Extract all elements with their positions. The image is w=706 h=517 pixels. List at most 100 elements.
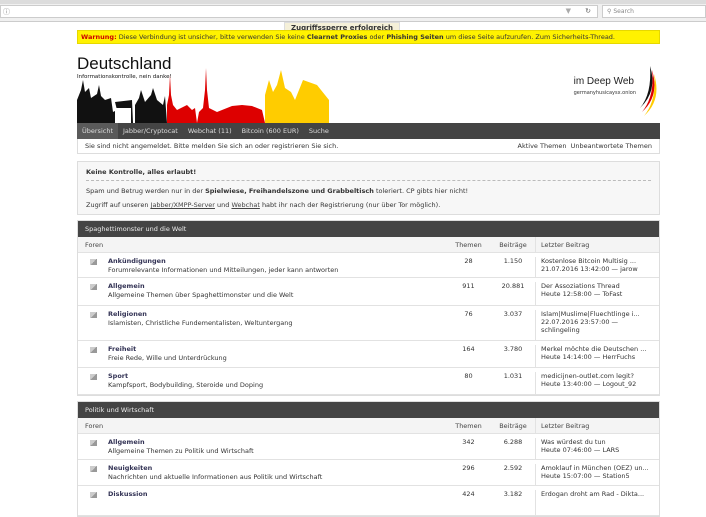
last-post-meta: 21.07.2016 13:42:00 — jarow <box>541 265 638 273</box>
nav-overview[interactable]: Übersicht <box>77 123 118 139</box>
col-topics: Themen <box>455 241 482 249</box>
forum-row: Freiheit Freie Rede, Wille und Unterdrüc… <box>78 341 659 368</box>
post-count: 6.288 <box>491 438 536 459</box>
last-post-link[interactable]: Was würdest du tun <box>541 438 606 446</box>
nav-webchat[interactable]: Webchat (11) <box>187 127 232 135</box>
skyline-white <box>115 108 131 123</box>
post-count: 3.780 <box>491 345 536 367</box>
info-paragraph: Spam und Betrug werden nur in der Spielw… <box>86 187 651 195</box>
forum-read-icon <box>78 310 108 340</box>
column-header: Foren Themen Beiträge Letzter Beitrag <box>78 418 659 434</box>
main-nav: Übersicht Jabber/Cryptocat Webchat (11) … <box>77 123 660 139</box>
warning-text: Diese Verbindung ist unsicher, bitte ver… <box>116 33 307 41</box>
forum-section: Spaghettimonster und die Welt Foren Them… <box>77 220 660 396</box>
column-header: Foren Themen Beiträge Letzter Beitrag <box>78 237 659 253</box>
text: und <box>214 201 232 209</box>
forum-name-link[interactable]: Religionen <box>108 310 147 318</box>
topic-count: 80 <box>464 372 473 380</box>
col-forums: Foren <box>85 422 104 430</box>
post-count: 2.592 <box>491 464 536 485</box>
last-post-link[interactable]: medicijnen-outlet.com legit? <box>541 372 634 380</box>
login-notice[interactable]: Sie sind nicht angemeldet. Bitte melden … <box>85 142 339 150</box>
forum-description: Allgemeine Themen über Spaghettimonster … <box>108 291 294 299</box>
forum-name-link[interactable]: Diskussion <box>108 490 148 498</box>
section-header[interactable]: Politik und Wirtschaft <box>78 402 659 418</box>
topic-count: 164 <box>462 345 475 353</box>
active-topics-link[interactable]: Aktive Themen <box>517 142 567 150</box>
onion-address: germanyhusicaysx.onion <box>573 90 636 96</box>
jabber-link[interactable]: Jabber/XMPP-Server <box>150 201 215 209</box>
last-post-link[interactable]: Merkel möchte die Deutschen ... <box>541 345 647 353</box>
site-subtitle: Informationskontrolle, nein danke! <box>77 74 172 80</box>
forum-row: Diskussion 424 3.182 Erdogan droht am Ra… <box>78 486 659 516</box>
forum-description: Forumrelevante Informationen und Mitteil… <box>108 266 339 274</box>
skyline-logo <box>77 68 329 123</box>
nav-bitcoin[interactable]: Bitcoin (600 EUR) <box>241 127 299 135</box>
forum-row: Allgemein Allgemeine Themen zu Politik u… <box>78 434 659 460</box>
last-post-meta: Heute 14:14:00 — HerrFuchs <box>541 353 636 361</box>
info-title: Keine Kontrolle, alles erlaubt! <box>86 168 651 181</box>
deep-web-label: im Deep Web <box>573 76 634 87</box>
col-posts: Beiträge <box>491 237 536 252</box>
flag-swoosh-icon <box>640 66 657 116</box>
post-count: 1.150 <box>491 257 536 277</box>
last-post-user[interactable]: schlingeling <box>541 326 580 334</box>
last-post-link[interactable]: Erdogan droht am Rad - Dikta... <box>541 490 645 498</box>
topic-count: 28 <box>464 257 473 265</box>
reload-icon[interactable]: ↻ <box>585 7 591 15</box>
post-count: 20.881 <box>491 282 536 305</box>
warning-link[interactable]: um diese Seite aufzurufen. Zum Sicherhei… <box>443 33 615 41</box>
forum-row: Ankündigungen Forumrelevante Information… <box>78 253 659 278</box>
forum-name-link[interactable]: Allgemein <box>108 282 145 290</box>
forum-description: Kampfsport, Bodybuilding, Steroide und D… <box>108 381 264 389</box>
skyline-black <box>77 80 167 123</box>
webchat-link[interactable]: Webchat <box>231 201 260 209</box>
browser-toolbar: ⓘ ▼ ↻ ⚲ Search <box>0 0 706 22</box>
forum-name-link[interactable]: Allgemein <box>108 438 145 446</box>
forum-read-icon <box>78 490 108 515</box>
info-paragraph: Zugriff auf unseren Jabber/XMPP-Server u… <box>86 201 651 209</box>
search-placeholder: Search <box>613 8 634 15</box>
text: Spam und Betrug werden nur in der <box>86 187 206 195</box>
forum-description: Islamisten, Christliche Fundementalisten… <box>108 319 293 327</box>
warning-bar: Warnung: Diese Verbindung ist unsicher, … <box>77 30 660 44</box>
last-post-link[interactable]: Islam|Muslime|Fluechtlinge i... <box>541 310 640 318</box>
forum-name-link[interactable]: Freiheit <box>108 345 137 353</box>
unanswered-topics-link[interactable]: Unbeantwortete Themen <box>570 142 652 150</box>
post-count: 1.031 <box>491 372 536 394</box>
warning-bold: Clearnet Proxies <box>306 33 368 41</box>
url-bar[interactable]: ⓘ ▼ ↻ <box>0 5 598 18</box>
forum-name-link[interactable]: Neuigkeiten <box>108 464 153 472</box>
text: habt ihr nach der Registrierung (nur übe… <box>259 201 441 209</box>
info-icon[interactable]: ⓘ <box>3 8 10 16</box>
nav-jabber[interactable]: Jabber/Cryptocat <box>123 127 178 135</box>
topic-count: 296 <box>462 464 475 472</box>
text: toleriert. CP gibts hier nicht! <box>373 187 469 195</box>
col-forums: Foren <box>85 241 104 249</box>
last-post-link[interactable]: Der Assoziations Thread <box>541 282 620 290</box>
section-header[interactable]: Spaghettimonster und die Welt <box>78 221 659 237</box>
forum-row: Neuigkeiten Nachrichten und aktuelle Inf… <box>78 460 659 486</box>
forum-row: Allgemein Allgemeine Themen über Spaghet… <box>78 278 659 306</box>
last-post-meta: Heute 13:40:00 — Logout_92 <box>541 380 637 388</box>
text: Zugriff auf unseren <box>86 201 151 209</box>
forum-name-link[interactable]: Sport <box>108 372 129 380</box>
col-last-post: Letzter Beitrag <box>541 241 590 249</box>
last-post-meta: Heute 07:46:00 — LARS <box>541 446 620 454</box>
topic-count: 911 <box>462 282 475 290</box>
forum-row: Religionen Islamisten, Christliche Funde… <box>78 306 659 341</box>
dropdown-icon[interactable]: ▼ <box>565 7 571 15</box>
last-post-link[interactable]: Amoklauf in München (OEZ) un... <box>541 464 649 472</box>
forum-description: Allgemeine Themen zu Politik und Wirtsch… <box>108 447 254 455</box>
warning-text: oder <box>367 33 387 41</box>
site-title[interactable]: Deutschland <box>77 54 172 73</box>
search-input[interactable]: ⚲ Search <box>602 5 706 18</box>
warning-label: Warnung: <box>81 33 117 41</box>
last-post-link[interactable]: Kostenlose Bitcoin Multisig ... <box>541 257 637 265</box>
nav-search[interactable]: Suche <box>308 127 329 135</box>
forum-name-link[interactable]: Ankündigungen <box>108 257 166 265</box>
skyline-red <box>167 68 265 123</box>
forum-section: Politik und Wirtschaft Foren Themen Beit… <box>77 401 660 517</box>
forum-read-icon <box>78 464 108 485</box>
warning-bold: Phishing Seiten <box>386 33 444 41</box>
